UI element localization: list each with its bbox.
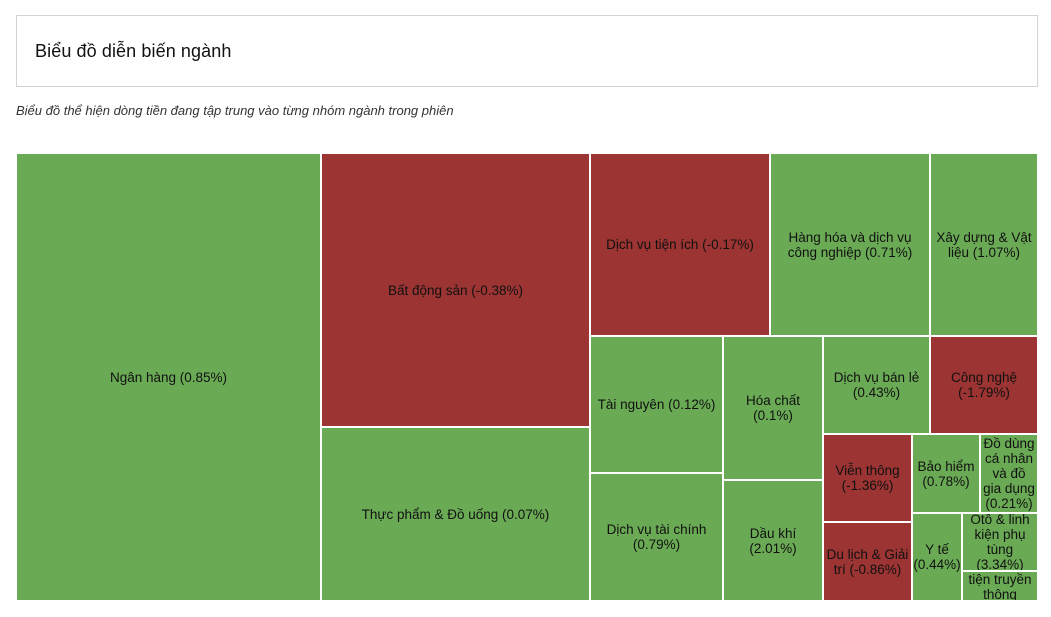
- sector-treemap: Ngân hàng (0.85%) Bất động sản (-0.38%) Th…: [16, 153, 1038, 601]
- treemap-tile[interactable]: Xây dựng & Vật liệu (1.07%): [930, 153, 1038, 336]
- treemap-tile[interactable]: Dịch vụ tài chính (0.79%): [590, 473, 723, 601]
- treemap-tile[interactable]: Dầu khí (2.01%): [723, 480, 823, 601]
- treemap-tile-label: tiện truyền thông: [968, 572, 1032, 601]
- treemap-tile[interactable]: Bảo hiểm (0.78%): [912, 434, 980, 513]
- treemap-tile-label: Thực phẩm & Đồ uống (0.07%): [361, 506, 550, 522]
- treemap-tile-label: Du lịch & Giải trí (-0.86%): [826, 546, 909, 577]
- treemap-tile[interactable]: Y tế (0.44%): [912, 513, 962, 601]
- treemap-tile[interactable]: tiện truyền thông: [962, 571, 1038, 601]
- treemap-tile-label: Viễn thông (-1.36%): [835, 463, 900, 493]
- treemap-tile[interactable]: Thực phẩm & Đồ uống (0.07%): [321, 427, 590, 601]
- treemap-tile-label: Ôtô & linh kiện phụ tùng (3.34%): [970, 513, 1030, 571]
- treemap-tile[interactable]: Công nghệ (-1.79%): [930, 336, 1038, 434]
- treemap-tile-label: Hàng hóa và dịch vụ công nghiệp (0.71%): [787, 229, 913, 260]
- treemap-tile[interactable]: Hóa chất (0.1%): [723, 336, 823, 480]
- treemap-tile-label: Xây dựng & Vật liệu (1.07%): [936, 229, 1032, 260]
- treemap-tile-label: Công nghệ (-1.79%): [950, 370, 1018, 400]
- treemap-tile-label: Bất động sản (-0.38%): [387, 282, 524, 298]
- treemap-tile[interactable]: Hàng hóa và dịch vụ công nghiệp (0.71%): [770, 153, 930, 336]
- treemap-tile[interactable]: Ngân hàng (0.85%): [16, 153, 321, 601]
- treemap-tile[interactable]: Tài nguyên (0.12%): [590, 336, 723, 473]
- treemap-tile[interactable]: Viễn thông (-1.36%): [823, 434, 912, 522]
- treemap-tile[interactable]: Ôtô & linh kiện phụ tùng (3.34%): [962, 513, 1038, 571]
- treemap-tile-label: Y tế (0.44%): [913, 542, 961, 572]
- title-card: Biểu đồ diễn biến ngành: [16, 15, 1038, 87]
- treemap-tile-label: Dầu khí (2.01%): [749, 525, 797, 556]
- treemap-tile[interactable]: Dịch vụ tiện ích (-0.17%): [590, 153, 770, 336]
- treemap-tile-label: Dịch vụ tài chính (0.79%): [606, 522, 707, 552]
- treemap-tile-label: Bảo hiểm (0.78%): [917, 458, 975, 489]
- treemap-tile-label: Dịch vụ tiện ích (-0.17%): [606, 237, 754, 252]
- page-title: Biểu đồ diễn biến ngành: [35, 41, 232, 61]
- treemap-tile[interactable]: Bất động sản (-0.38%): [321, 153, 590, 427]
- treemap-tile-label: Đồ dùng cá nhân và đồ gia dụng (0.21%): [983, 436, 1035, 511]
- chart-subtitle: Biểu đồ thể hiện dòng tiền đang tập trun…: [16, 103, 454, 118]
- treemap-tile[interactable]: Đồ dùng cá nhân và đồ gia dụng (0.21%): [980, 434, 1038, 513]
- treemap-tile[interactable]: Du lịch & Giải trí (-0.86%): [823, 522, 912, 601]
- treemap-tile-label: Tài nguyên (0.12%): [597, 397, 716, 412]
- treemap-tile-label: Dịch vụ bán lẻ (0.43%): [833, 370, 920, 400]
- treemap-tile-label: Hóa chất (0.1%): [745, 393, 801, 423]
- treemap-tile[interactable]: Dịch vụ bán lẻ (0.43%): [823, 336, 930, 434]
- treemap-tile-label: Ngân hàng (0.85%): [109, 369, 228, 385]
